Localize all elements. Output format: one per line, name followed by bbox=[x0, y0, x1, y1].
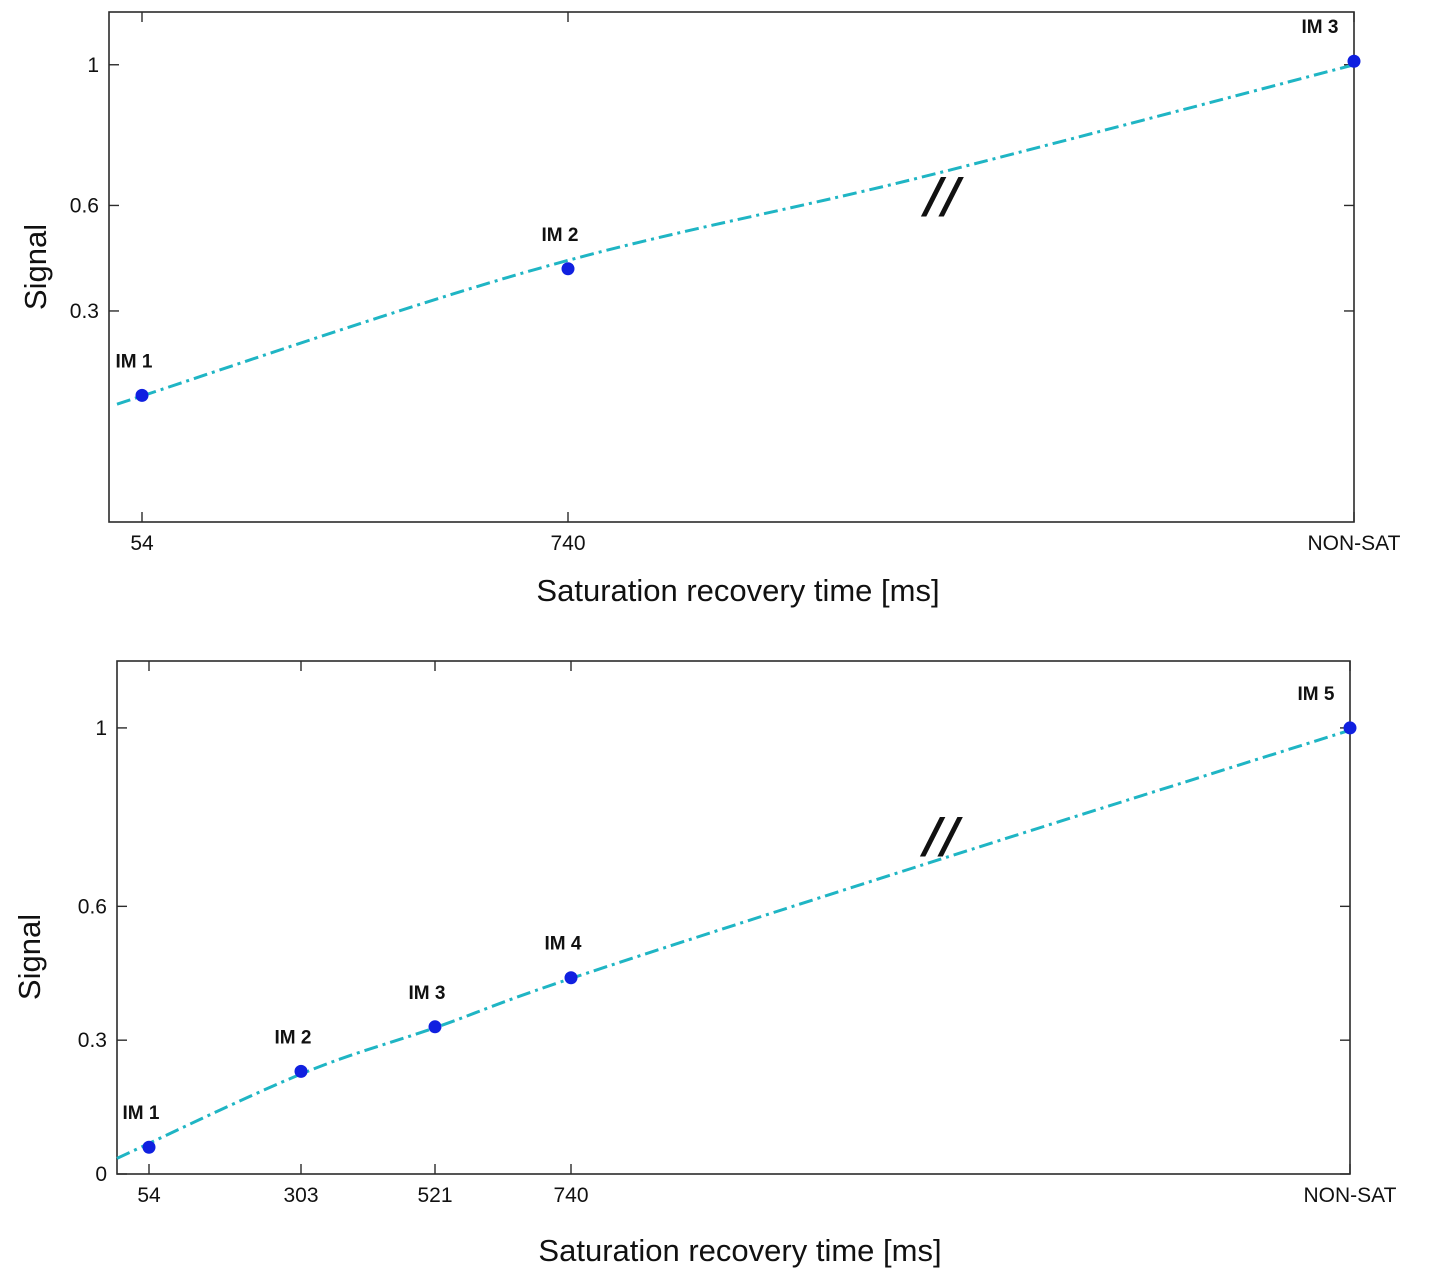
data-point bbox=[1347, 54, 1361, 68]
y-tick-label: 0 bbox=[95, 1163, 107, 1186]
bottom-y-axis-title: Signal bbox=[12, 914, 47, 1000]
bottom-plot-frame bbox=[116, 660, 1351, 1175]
top-points: IM 1 IM 2 IM 3 bbox=[116, 17, 1361, 402]
top-fit-curve bbox=[116, 63, 1355, 406]
x-tick-label: 740 bbox=[553, 1184, 588, 1207]
data-point-label: IM 3 bbox=[1302, 17, 1339, 38]
bottom-points: IM 1 IM 2 IM 3 IM 4 IM 5 bbox=[123, 684, 1357, 1154]
x-tick-label: 54 bbox=[130, 532, 154, 555]
bottom-x-axis-title: Saturation recovery time [ms] bbox=[538, 1233, 941, 1268]
data-point bbox=[428, 1020, 442, 1034]
x-tick-label: NON-SAT bbox=[1308, 532, 1401, 555]
bottom-axis-break-marker: // bbox=[919, 808, 963, 864]
data-point bbox=[564, 971, 578, 985]
x-tick-label: 54 bbox=[137, 1184, 161, 1207]
y-tick-label: 0.3 bbox=[70, 300, 99, 323]
top-chart: 0.3 0.6 1 54 740 NON-SAT IM 1 IM 2 IM 3 // Satu… bbox=[18, 11, 1401, 608]
bottom-ticks: 0 0.3 0.6 1 54 303 521 740 NON-SAT bbox=[78, 661, 1397, 1207]
y-tick-label: 0.6 bbox=[70, 194, 99, 217]
data-point-label: IM 4 bbox=[545, 934, 582, 955]
y-tick-label: 0.3 bbox=[78, 1029, 107, 1052]
data-point bbox=[135, 388, 149, 402]
y-tick-label: 1 bbox=[95, 717, 107, 740]
top-plot-frame bbox=[108, 11, 1355, 523]
data-point-label: IM 1 bbox=[123, 1103, 160, 1124]
data-point bbox=[142, 1140, 156, 1154]
y-tick-label: 0.6 bbox=[78, 895, 107, 918]
top-y-axis-title: Signal bbox=[18, 224, 53, 310]
data-point-label: IM 1 bbox=[116, 351, 153, 372]
x-tick-label: NON-SAT bbox=[1304, 1184, 1397, 1207]
top-x-axis-title: Saturation recovery time [ms] bbox=[536, 573, 939, 608]
top-axis-break-marker: // bbox=[920, 168, 964, 224]
data-point-label: IM 5 bbox=[1298, 684, 1335, 705]
x-tick-label: 303 bbox=[283, 1184, 318, 1207]
top-ticks: 0.3 0.6 1 54 740 NON-SAT bbox=[70, 12, 1401, 555]
x-tick-label: 521 bbox=[417, 1184, 452, 1207]
data-point-label: IM 3 bbox=[409, 983, 446, 1004]
y-tick-label: 1 bbox=[87, 54, 99, 77]
data-point-label: IM 2 bbox=[542, 225, 579, 246]
data-point bbox=[561, 262, 575, 276]
data-point bbox=[294, 1064, 308, 1078]
data-point bbox=[1343, 721, 1357, 735]
bottom-fit-curve bbox=[116, 728, 1351, 1160]
x-tick-label: 740 bbox=[550, 532, 585, 555]
data-point-label: IM 2 bbox=[275, 1027, 312, 1048]
